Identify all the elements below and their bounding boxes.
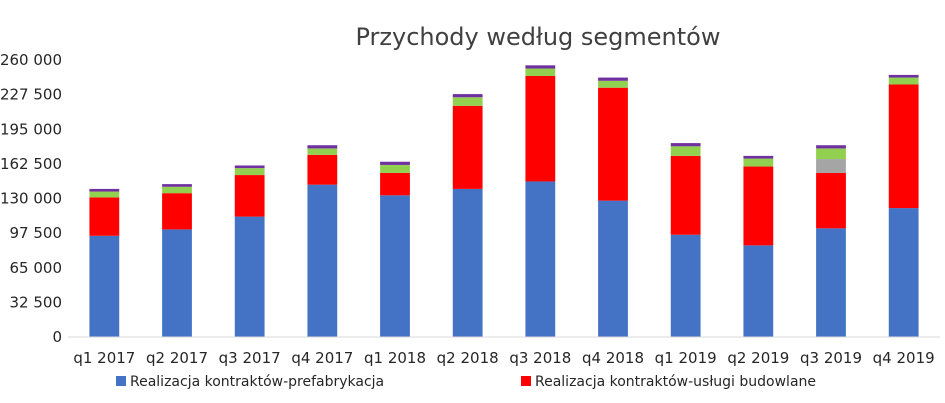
bar-segment-series-4 — [816, 145, 846, 149]
legend-swatch-prefabrykacja — [116, 376, 126, 386]
bar-segment-series-3 — [525, 68, 556, 76]
bar-segment-series-3 — [888, 77, 919, 85]
y-axis-ticks: 0 32 500 65 000 97 500 130 000 162 500 195 000… — [0, 51, 62, 346]
bar-segment-series-1 — [234, 175, 265, 217]
bar-segment-series-0 — [307, 184, 338, 337]
bar-segment-series-4 — [888, 74, 919, 78]
x-tick-label: q2 2017 — [146, 349, 208, 367]
bar-segment-series-1 — [162, 193, 192, 230]
x-tick-label: q3 2018 — [509, 349, 571, 367]
x-tick-label: q1 2019 — [655, 349, 717, 367]
bar-segment-series-4 — [743, 155, 774, 159]
bar-segment-series-3 — [89, 191, 120, 198]
bar-segment-series-4 — [670, 143, 701, 147]
y-tick-label: 32 500 — [10, 293, 63, 311]
bar-segment-series-1 — [598, 87, 628, 201]
bar-segment-series-0 — [888, 208, 919, 337]
bar-segment-series-4 — [234, 165, 265, 169]
x-tick-label: q4 2019 — [873, 349, 935, 367]
y-tick-label: 0 — [52, 328, 62, 346]
bar-segment-series-0 — [525, 181, 556, 337]
x-tick-label: q4 2017 — [291, 349, 353, 367]
x-tick-label: q2 2018 — [437, 349, 499, 367]
chart-title: Przychody według segmentów — [356, 23, 721, 51]
bar-segment-series-3 — [234, 168, 265, 176]
x-tick-label: q3 2017 — [219, 349, 281, 367]
bar-segment-series-3 — [452, 97, 483, 106]
bar-segment-series-3 — [598, 80, 628, 88]
bar-segment-series-3 — [380, 164, 410, 173]
bar-segment-series-0 — [162, 229, 192, 337]
bar-segment-series-3 — [307, 148, 338, 155]
legend-swatch-uslugi-budowlane — [521, 376, 531, 386]
bar-segment-series-0 — [743, 245, 774, 337]
bar-segment-series-0 — [89, 235, 120, 337]
bar-segment-series-4 — [525, 65, 556, 69]
bar-segment-series-4 — [307, 145, 338, 149]
bar-segment-series-1 — [452, 105, 483, 189]
y-tick-label: 130 000 — [0, 190, 62, 208]
bars — [89, 65, 919, 337]
y-tick-label: 65 000 — [10, 259, 63, 277]
bar-segment-series-0 — [380, 195, 410, 337]
bar-segment-series-4 — [162, 184, 192, 187]
bar-segment-series-0 — [598, 200, 628, 337]
bar-segment-series-1 — [525, 75, 556, 182]
x-tick-label: q2 2019 — [727, 349, 789, 367]
y-tick-label: 227 500 — [0, 86, 62, 104]
bar-segment-series-4 — [598, 77, 628, 81]
x-tick-label: q1 2017 — [73, 349, 135, 367]
bar-segment-series-4 — [452, 94, 483, 98]
bar-segment-series-3 — [743, 158, 774, 167]
y-tick-label: 162 500 — [0, 155, 62, 173]
bar-segment-series-0 — [816, 228, 846, 337]
bar-segment-series-0 — [452, 188, 483, 337]
x-axis-ticks: q1 2017 q2 2017 q3 2017 q4 2017 q1 2018 q2 20… — [73, 349, 934, 367]
bar-segment-series-1 — [307, 154, 338, 185]
bar-segment-series-1 — [380, 172, 410, 196]
bar-segment-series-1 — [888, 84, 919, 209]
bar-segment-series-3 — [816, 148, 846, 160]
bar-segment-series-0 — [670, 234, 701, 337]
y-tick-label: 97 500 — [10, 224, 63, 242]
bar-segment-series-0 — [234, 216, 265, 337]
bar-segment-series-2 — [816, 159, 846, 173]
legend-label-uslugi-budowlane: Realizacja kontraktów-usługi budowlane — [535, 374, 816, 390]
y-tick-label: 260 000 — [0, 51, 62, 69]
legend: Realizacja kontraktów-prefabrykacja Real… — [116, 374, 816, 390]
bar-segment-series-1 — [743, 166, 774, 246]
bar-segment-series-1 — [816, 172, 846, 229]
bar-segment-series-3 — [670, 146, 701, 156]
y-tick-label: 195 000 — [0, 120, 62, 138]
x-tick-label: q4 2018 — [582, 349, 644, 367]
bar-segment-series-4 — [380, 161, 410, 165]
bar-segment-series-1 — [89, 197, 120, 236]
bar-segment-series-4 — [89, 188, 120, 192]
x-tick-label: q3 2019 — [800, 349, 862, 367]
bar-segment-series-3 — [162, 186, 192, 194]
bar-segment-series-1 — [670, 155, 701, 235]
legend-label-prefabrykacja: Realizacja kontraktów-prefabrykacja — [130, 374, 384, 390]
x-tick-label: q1 2018 — [364, 349, 426, 367]
